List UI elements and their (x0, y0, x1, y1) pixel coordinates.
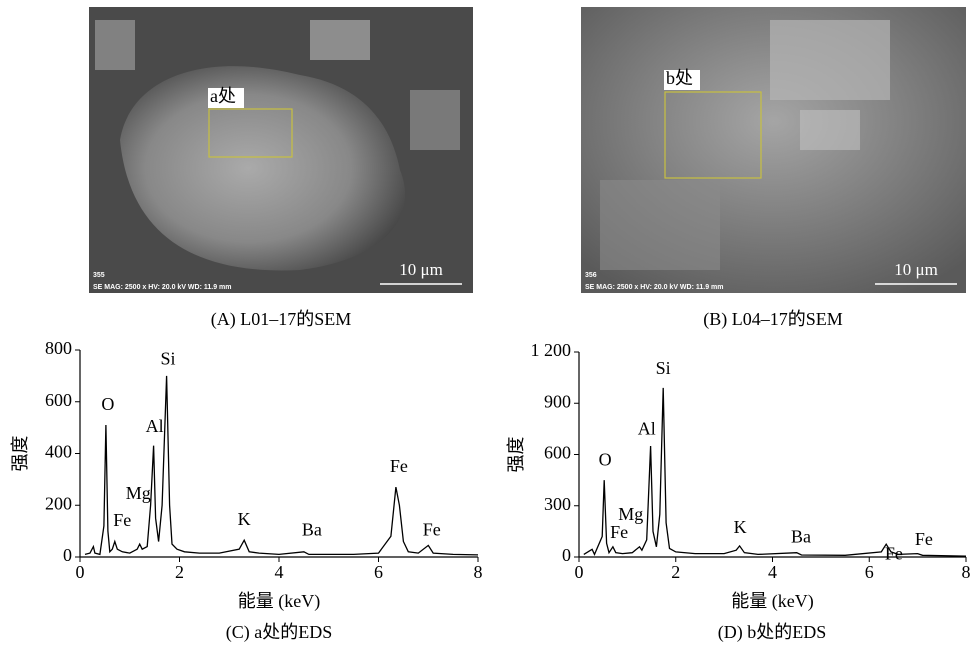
x-tick-label: 8 (962, 562, 971, 582)
image-info: SE MAG: 2500 x HV: 20.0 kV WD: 11.9 mm (93, 284, 232, 291)
image-info: SE MAG: 2500 x HV: 20.0 kV WD: 11.9 mm (585, 284, 724, 291)
x-tick-label: 8 (474, 562, 483, 582)
y-tick-label: 1 200 (531, 340, 572, 360)
peak-label: Si (656, 358, 671, 378)
image-caption: (B) L04–17的SEM (703, 309, 843, 330)
image-number: 355 (93, 272, 105, 279)
x-axis-label: 能量 (keV) (238, 591, 320, 612)
y-tick-label: 600 (45, 390, 72, 410)
y-tick-label: 600 (544, 443, 571, 463)
peak-label: Fe (423, 519, 441, 539)
y-tick-label: 300 (544, 494, 571, 514)
y-axis-label: 强度 (506, 437, 526, 473)
peak-label: O (599, 449, 612, 469)
image-caption: (A) L01–17的SEM (211, 309, 352, 330)
sem-image-a (89, 7, 473, 293)
spectrum-line (84, 375, 479, 556)
x-tick-label: 4 (275, 562, 284, 582)
peak-label: K (734, 517, 747, 537)
x-axis-label: 能量 (keV) (731, 591, 813, 612)
peak-label: Si (161, 348, 176, 368)
scale-bar-label: 10 μm (399, 260, 443, 279)
y-tick-label: 200 (45, 493, 72, 513)
image-number: 356 (585, 272, 597, 279)
peak-label: Mg (126, 483, 151, 503)
peak-label: Ba (302, 519, 322, 539)
y-tick-label: 0 (63, 545, 72, 565)
y-tick-label: 400 (45, 442, 72, 462)
peak-label: Fe (915, 529, 933, 549)
x-tick-label: 4 (768, 562, 777, 582)
x-tick-label: 2 (175, 562, 184, 582)
peak-label: Fe (390, 456, 408, 476)
y-axis-label: 强度 (10, 436, 30, 472)
peak-label: K (238, 509, 251, 529)
chart-caption: (D) b处的EDS (718, 622, 827, 643)
x-tick-label: 6 (865, 562, 874, 582)
peak-label: Fe (610, 522, 628, 542)
y-tick-label: 900 (544, 391, 571, 411)
x-tick-label: 0 (76, 562, 85, 582)
region-label: b处 (666, 68, 693, 88)
y-tick-label: 0 (562, 545, 571, 565)
x-tick-label: 6 (374, 562, 383, 582)
y-tick-label: 800 (45, 338, 72, 358)
sem-image-b (581, 7, 966, 293)
peak-label: Al (638, 419, 656, 439)
peak-label: Ba (791, 526, 811, 546)
peak-label: Fe (885, 543, 903, 563)
x-tick-label: 2 (671, 562, 680, 582)
peak-label: Al (146, 416, 164, 436)
region-label: a处 (210, 86, 236, 106)
spectrum-line (583, 387, 967, 557)
peak-label: Fe (113, 510, 131, 530)
peak-label: O (101, 394, 114, 414)
x-tick-label: 0 (575, 562, 584, 582)
scale-bar-label: 10 μm (894, 260, 938, 279)
peak-label: Mg (618, 504, 643, 524)
chart-caption: (C) a处的EDS (226, 622, 333, 643)
